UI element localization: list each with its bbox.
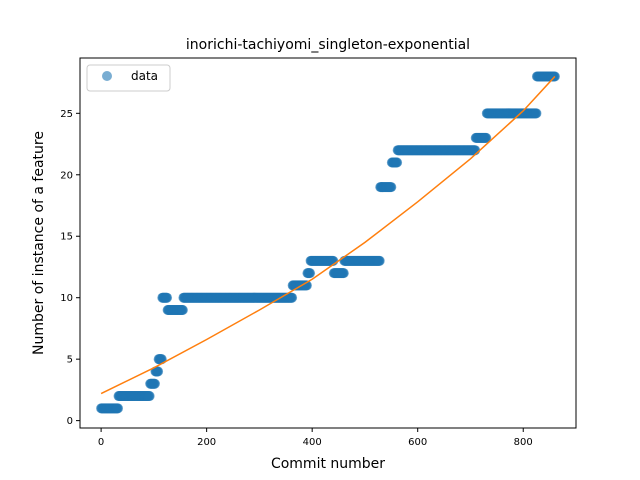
x-tick-label: 600 — [408, 437, 427, 448]
x-tick-label: 400 — [303, 437, 322, 448]
data-point — [531, 108, 542, 119]
data-point — [112, 403, 123, 414]
data-point — [392, 157, 403, 168]
data-point — [301, 280, 312, 291]
data-point — [177, 304, 188, 315]
x-tick-label: 800 — [514, 437, 533, 448]
x-tick-label: 0 — [98, 437, 104, 448]
legend: data — [86, 64, 171, 92]
data-point — [386, 182, 397, 193]
y-axis-label: Number of instance of a feature — [31, 131, 47, 355]
y-tick-label: 10 — [60, 293, 73, 304]
data-point — [144, 391, 155, 402]
legend-label-data: data — [131, 69, 158, 83]
axes-frame — [79, 57, 577, 429]
y-axis: 0 5 10 15 20 25 — [60, 109, 80, 427]
data-point — [374, 255, 385, 266]
plot-area — [96, 71, 560, 414]
data-point — [156, 354, 167, 365]
data-point — [338, 268, 349, 279]
x-tick-label: 200 — [197, 437, 216, 448]
y-tick-label: 5 — [67, 355, 73, 366]
y-tick-label: 20 — [60, 170, 73, 181]
data-point — [287, 292, 298, 303]
y-tick-label: 0 — [67, 416, 73, 427]
chart-title: inorichi-tachiyomi_singleton-exponential — [186, 37, 470, 53]
y-tick-label: 15 — [60, 232, 73, 243]
data-point — [162, 292, 173, 303]
data-point — [481, 132, 492, 143]
x-axis-label: Commit number — [271, 456, 385, 472]
data-points — [96, 71, 560, 414]
data-point — [149, 378, 160, 389]
data-point — [153, 366, 164, 377]
y-tick-label: 25 — [60, 109, 73, 120]
legend-marker-data — [102, 71, 112, 81]
fit-line — [100, 75, 556, 395]
data-point — [305, 268, 316, 279]
x-axis: 0 200 400 600 800 — [98, 428, 533, 448]
